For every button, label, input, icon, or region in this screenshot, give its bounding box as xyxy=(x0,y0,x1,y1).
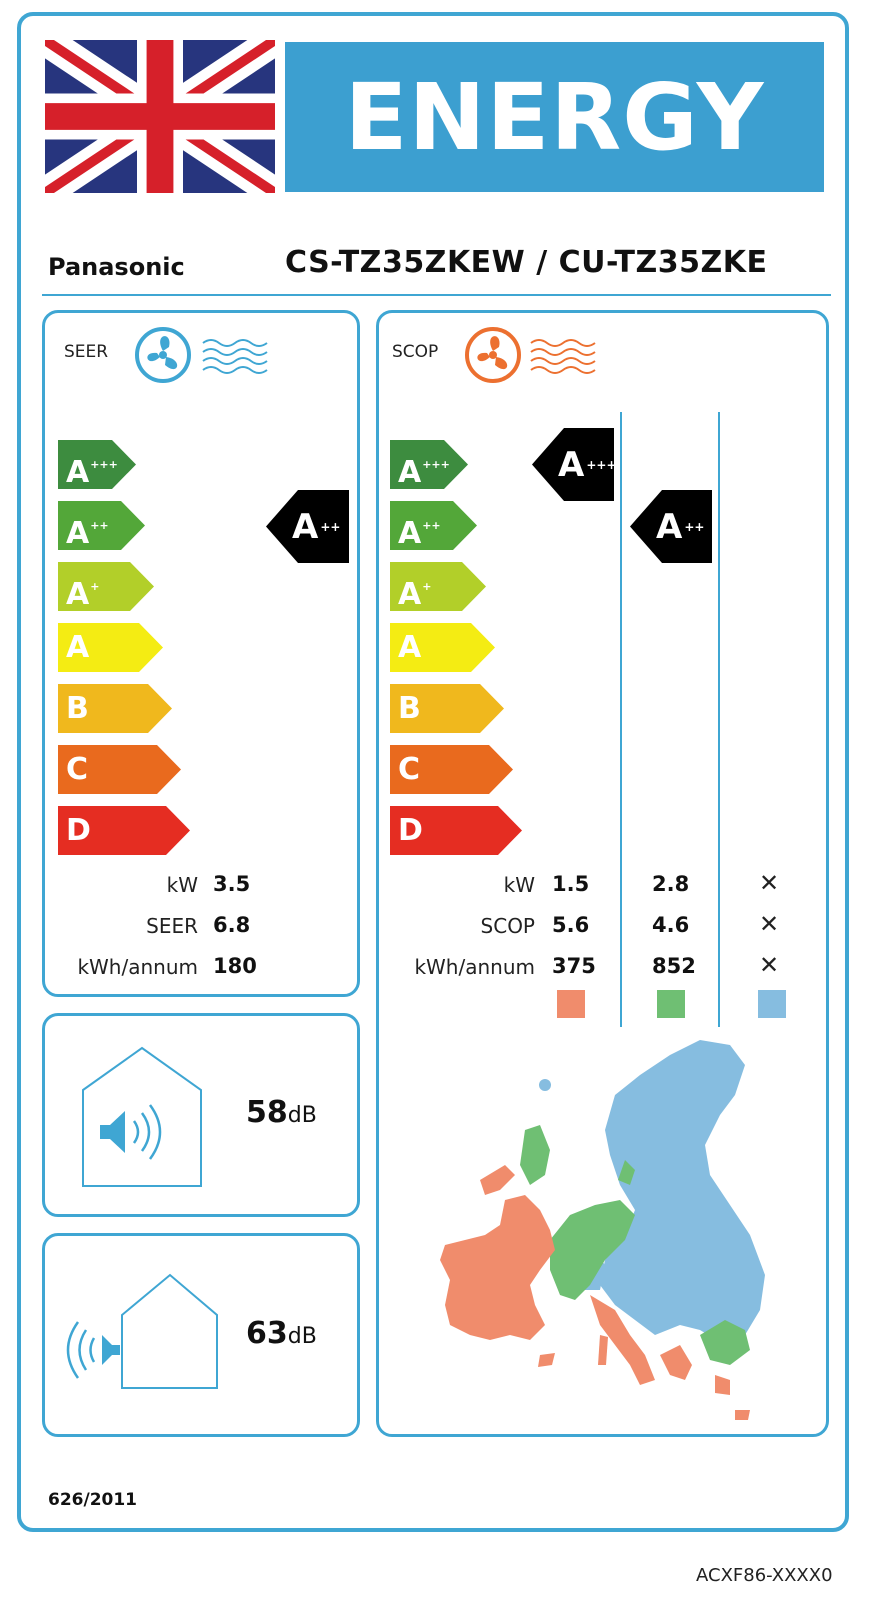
seer-kwh-value: 180 xyxy=(213,954,257,978)
label-code: ACXF86-XXXX0 xyxy=(696,1565,833,1586)
scop-kw-label: kW xyxy=(503,873,535,897)
scop-scop-cold: ✕ xyxy=(759,910,780,938)
heating-fan-icon xyxy=(465,327,596,383)
warm-zone-swatch xyxy=(557,990,585,1018)
header-divider xyxy=(42,294,831,296)
seer-panel xyxy=(42,310,360,997)
scop-class-5: C xyxy=(390,745,513,794)
indoor-noise-panel xyxy=(42,1013,360,1217)
seer-class-2: A+ xyxy=(58,562,154,611)
scop-scop-label: SCOP xyxy=(480,914,535,938)
seer-class-6: D xyxy=(58,806,190,855)
seer-label: SEER xyxy=(64,342,109,362)
seer-kw-label: kW xyxy=(166,873,198,897)
cold-zone-swatch xyxy=(758,990,786,1018)
seer-seer-label: SEER xyxy=(146,914,198,938)
energy-title: ENERGY xyxy=(285,42,824,192)
outdoor-sound-icon xyxy=(66,1273,218,1389)
scop-panel xyxy=(376,310,829,1437)
scop-kw-cold: ✕ xyxy=(759,869,780,897)
seer-kw-value: 3.5 xyxy=(213,872,251,896)
scop-kw-average: 2.8 xyxy=(652,872,690,896)
seer-class-4: B xyxy=(58,684,172,733)
seer-class-5: C xyxy=(58,745,181,794)
scop-kwh-cold: ✕ xyxy=(759,951,780,979)
scop-kwh-label: kWh/annum xyxy=(414,955,535,979)
scop-kwh-average: 852 xyxy=(652,954,696,978)
europe-climate-map xyxy=(440,1040,765,1420)
scop-scop-warm: 5.6 xyxy=(552,913,590,937)
scop-class-3: A xyxy=(390,623,495,672)
scop-class-2: A+ xyxy=(390,562,486,611)
brand-name: Panasonic xyxy=(48,253,185,281)
seer-kwh-label: kWh/annum xyxy=(77,955,198,979)
scop-column-divider-1 xyxy=(620,412,622,1027)
scop-scop-average: 4.6 xyxy=(652,913,690,937)
outdoor-noise-panel xyxy=(42,1233,360,1437)
indoor-sound-icon xyxy=(82,1046,202,1187)
scop-column-divider-2 xyxy=(718,412,720,1027)
scop-label: SCOP xyxy=(392,342,439,362)
indoor-noise-value: 58dB xyxy=(246,1095,317,1130)
scop-kwh-warm: 375 xyxy=(552,954,596,978)
average-zone-swatch xyxy=(657,990,685,1018)
scop-kw-warm: 1.5 xyxy=(552,872,590,896)
model-number: CS-TZ35ZKEW / CU-TZ35ZKE xyxy=(285,245,768,280)
label-frame xyxy=(17,12,849,1532)
scop-class-6: D xyxy=(390,806,522,855)
regulation-number: 626/2011 xyxy=(48,1490,138,1510)
scop-class-4: B xyxy=(390,684,504,733)
uk-flag-icon xyxy=(45,40,275,193)
cooling-fan-icon xyxy=(135,327,268,383)
outdoor-noise-value: 63dB xyxy=(246,1316,317,1351)
seer-seer-value: 6.8 xyxy=(213,913,251,937)
seer-class-3: A xyxy=(58,623,163,672)
